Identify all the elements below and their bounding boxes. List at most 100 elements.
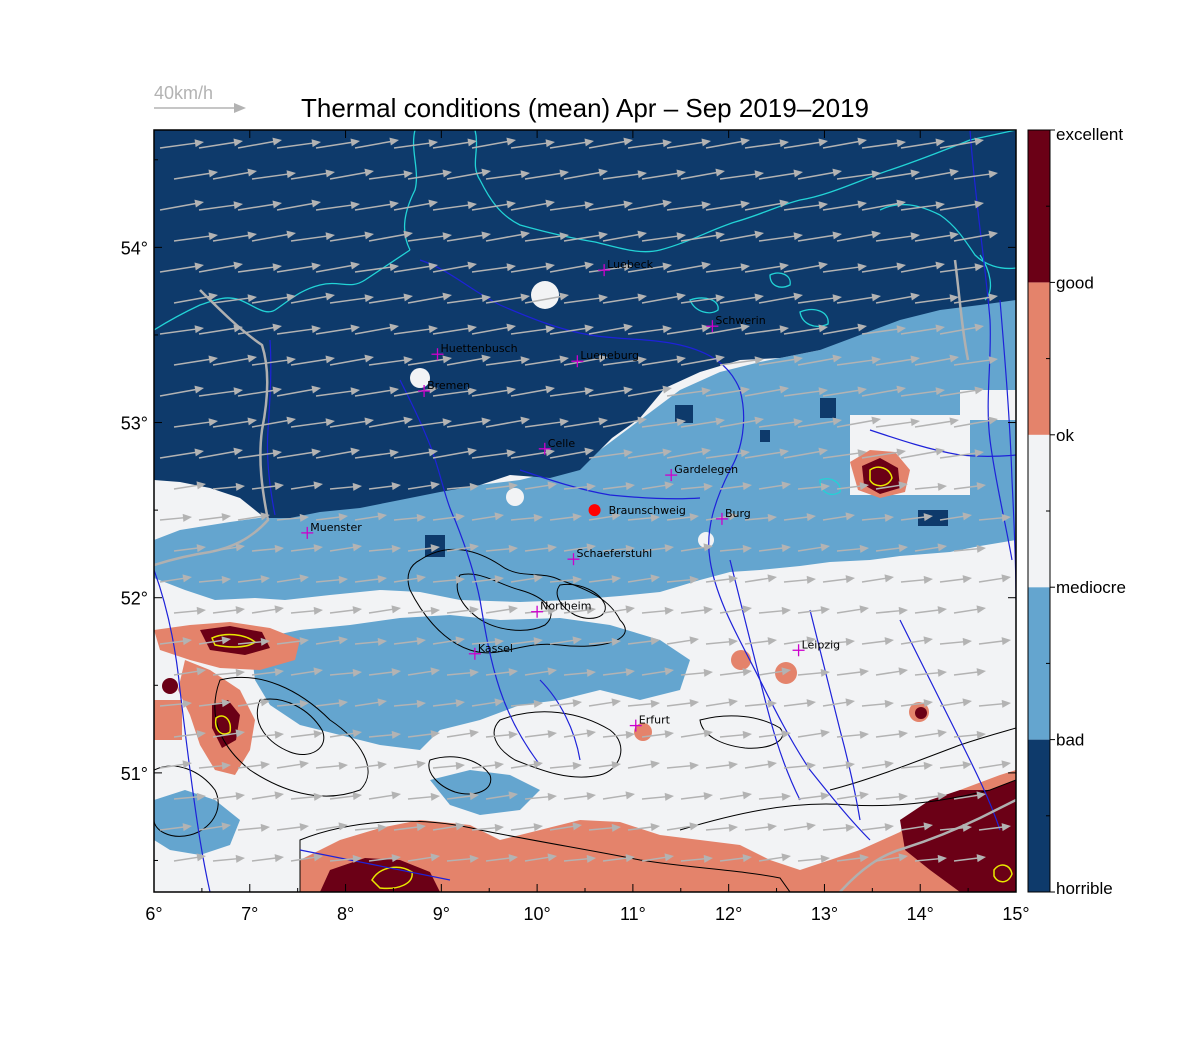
zone-bad (154, 300, 1016, 855)
wind-arrow-head (703, 543, 713, 552)
mediocre-island (506, 488, 524, 506)
wind-arrow-head (196, 606, 206, 615)
wind-arrow-head (949, 417, 959, 426)
wind-arrow-head (793, 355, 803, 364)
wind-arrow-shaft (978, 826, 1006, 831)
ok-zone-south (300, 770, 1016, 892)
wind-arrow-shaft (549, 702, 577, 707)
wind-arrow-shaft (783, 764, 811, 769)
wind-arrow-head (1001, 637, 1011, 646)
wind-arrow-shaft (783, 450, 823, 459)
zone-good (162, 458, 1016, 892)
wind-arrow-head (235, 543, 245, 552)
coastline-north-sea (154, 249, 411, 331)
wind-arrow-head (350, 447, 360, 456)
wind-arrow-shaft (549, 141, 589, 149)
river-rhine (154, 569, 211, 892)
contour-line (428, 756, 492, 795)
wind-arrow-shaft (900, 516, 928, 521)
wind-arrow-head (937, 668, 947, 677)
wind-arrow-shaft (485, 794, 513, 800)
wind-arrow-head (182, 699, 192, 708)
wind-arrow-head (455, 699, 465, 708)
wind-arrow-shaft (485, 671, 513, 676)
wind-arrow-head (703, 729, 713, 738)
wind-arrow-head (623, 137, 633, 146)
wind-arrow-shaft (953, 173, 993, 180)
wind-arrow-shaft (836, 419, 876, 428)
wind-arrow-shaft (588, 826, 616, 831)
wind-arrow-head (664, 792, 674, 801)
wind-arrow-head (845, 761, 855, 770)
wind-arrow-shaft (510, 202, 550, 211)
wind-arrow-head (793, 169, 803, 178)
wind-arrow-shaft (524, 421, 564, 428)
wind-arrow-shaft (783, 204, 823, 211)
wind-arrow-shaft (393, 640, 421, 645)
wind-arrow-shaft (159, 388, 199, 397)
wind-arrow-shaft (563, 171, 603, 180)
wind-arrow-head (572, 636, 582, 645)
x-tick-label: 7° (241, 904, 258, 924)
wind-arrow-head (1001, 823, 1011, 832)
wind-arrow-shaft (900, 450, 940, 459)
wind-arrow-shaft (641, 172, 681, 180)
wind-arrow-shaft (315, 516, 343, 521)
wind-arrow-shaft (836, 857, 864, 862)
wind-arrow-shaft (471, 203, 511, 211)
river-mulde (809, 609, 861, 821)
wind-arrow-shaft (446, 357, 486, 366)
wind-arrow-head (260, 575, 270, 584)
wind-arrow-shaft (524, 795, 552, 800)
place-label: Lueneburg (580, 349, 639, 362)
wind-arrow-shaft (407, 172, 447, 180)
wind-arrow-head (845, 575, 855, 584)
wind-arrow-shaft (407, 421, 447, 428)
wind-arrow-head (196, 667, 206, 676)
wind-arrow-head (845, 637, 855, 646)
wind-arrow-shaft (602, 419, 642, 428)
wind-arrow-shaft (914, 420, 954, 428)
wind-arrow-shaft (705, 452, 745, 459)
wind-arrow-shaft (861, 451, 901, 459)
wind-arrow-shaft (680, 609, 708, 614)
wind-arrow-shaft (159, 702, 187, 707)
wind-arrow-head (898, 544, 908, 553)
wind-arrow-shaft (212, 234, 252, 242)
wind-arrow-head (742, 668, 752, 677)
wind-arrow-shaft (159, 265, 199, 273)
wind-arrow-shaft (783, 264, 823, 273)
wind-arrow-head (689, 513, 699, 522)
wind-arrow-head (272, 386, 282, 395)
wind-arrow-shaft (836, 733, 864, 738)
wind-arrow-head (910, 355, 920, 364)
wind-arrow-shaft (939, 826, 967, 831)
wind-arrow-head (469, 606, 479, 615)
wind-arrow-head (586, 668, 596, 677)
y-axis: 51° 52° 53° 54° (121, 159, 1016, 861)
colorbar-swatch-bad (1028, 587, 1050, 740)
wind-arrow-head (584, 387, 594, 396)
wind-arrow-head (545, 139, 555, 148)
wind-arrow-head (1001, 574, 1011, 583)
wind-arrow-head (391, 668, 401, 677)
wind-arrow-shaft (705, 826, 733, 831)
wind-arrow-head (547, 481, 557, 490)
wind-arrow-head (467, 447, 477, 456)
colorbar-label: bad (1056, 731, 1084, 750)
wind-arrow-head (598, 168, 608, 177)
wind-arrow-head (988, 230, 998, 239)
wind-arrow-shaft (237, 326, 277, 335)
wind-arrow-head (586, 543, 596, 552)
wind-arrow-head (545, 385, 555, 394)
yellow-contour (993, 864, 1013, 883)
wind-arrow-head (430, 606, 440, 615)
horrible-patch (760, 430, 770, 442)
wind-arrow-head (428, 139, 438, 148)
wind-arrow-head (494, 698, 504, 707)
wind-arrow-shaft (875, 795, 903, 800)
wind-arrow-head (350, 201, 360, 210)
wind-arrow-shaft (602, 794, 630, 800)
wind-arrow-shaft (641, 547, 669, 552)
wind-arrow-head (428, 385, 438, 394)
